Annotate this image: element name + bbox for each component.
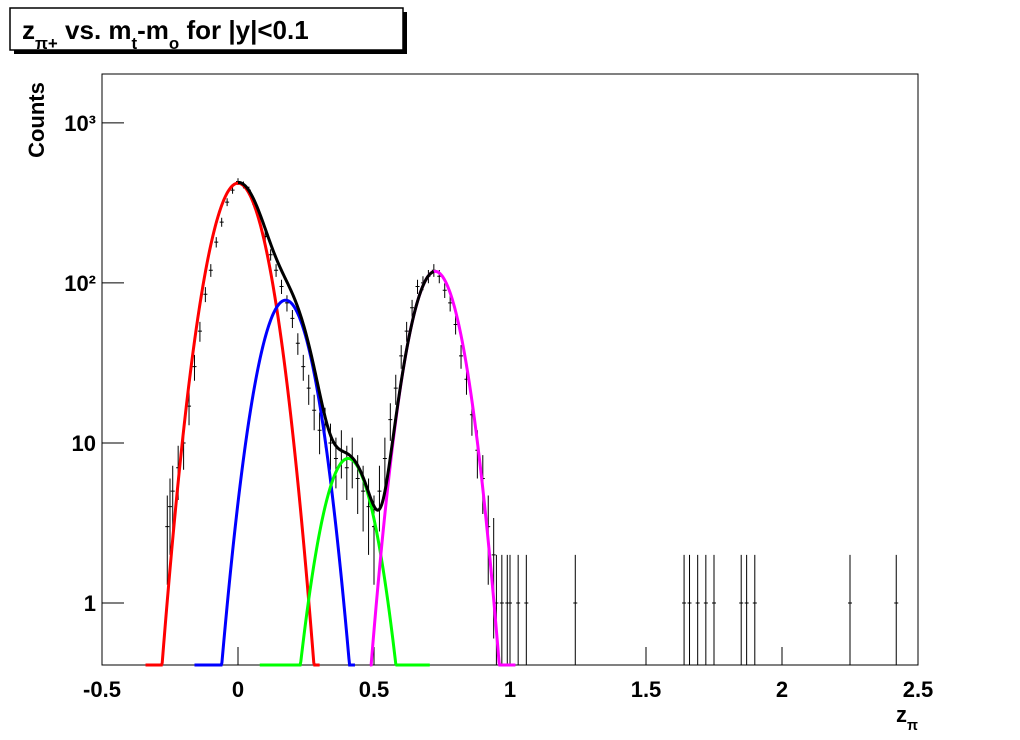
data-point bbox=[712, 554, 716, 665]
fit-curve bbox=[145, 181, 320, 667]
text-part: z bbox=[896, 702, 907, 727]
data-point bbox=[225, 198, 230, 207]
data-point bbox=[752, 554, 757, 665]
x-tick-label: 2 bbox=[776, 677, 788, 702]
data-point bbox=[317, 412, 322, 455]
fit-curve bbox=[194, 298, 355, 667]
y-tick-label: 1 bbox=[84, 591, 96, 616]
data-point bbox=[399, 345, 404, 369]
data-point bbox=[165, 495, 170, 585]
data-point bbox=[682, 554, 687, 665]
y-tick-label: 10 bbox=[72, 431, 96, 456]
text-part: π+ bbox=[35, 34, 58, 53]
data-point bbox=[453, 315, 458, 335]
data-point bbox=[415, 279, 420, 294]
data-point bbox=[208, 264, 213, 277]
data-point bbox=[695, 554, 700, 665]
y-axis-label: Counts bbox=[24, 82, 49, 158]
data-point bbox=[448, 295, 453, 312]
data-point bbox=[295, 333, 300, 355]
data-point bbox=[459, 345, 464, 369]
data-point bbox=[192, 354, 197, 381]
x-tick-label: 0.5 bbox=[359, 677, 390, 702]
fit-curve bbox=[259, 456, 430, 667]
x-axis-label: zπ bbox=[896, 702, 918, 734]
data-point bbox=[168, 478, 172, 555]
data-point bbox=[339, 430, 344, 479]
data-point bbox=[170, 465, 175, 532]
x-tick-label: 0 bbox=[232, 677, 244, 702]
text-part: π bbox=[907, 718, 918, 734]
y-tick-label: 10² bbox=[64, 271, 96, 296]
fit-curve bbox=[237, 180, 435, 512]
data-point bbox=[499, 554, 504, 665]
text-part: z bbox=[22, 15, 35, 45]
x-tick-label: 2.5 bbox=[903, 677, 934, 702]
chart-title: zπ+ vs. mt-mo for |y|<0.1 bbox=[22, 15, 309, 53]
data-point bbox=[508, 554, 512, 665]
data-point bbox=[505, 554, 510, 665]
data-point bbox=[214, 237, 219, 248]
data-point bbox=[274, 264, 279, 277]
data-point bbox=[203, 287, 208, 303]
x-tick-label: -0.5 bbox=[83, 677, 121, 702]
text-part: -m bbox=[137, 15, 169, 45]
data-point bbox=[744, 554, 749, 665]
data-point bbox=[301, 354, 306, 381]
data-point bbox=[388, 403, 393, 441]
x-tick-label: 1 bbox=[504, 677, 516, 702]
data-point bbox=[230, 186, 235, 194]
data-point bbox=[377, 465, 382, 532]
data-point bbox=[516, 554, 521, 665]
data-point bbox=[382, 437, 387, 489]
text-part: t bbox=[132, 34, 138, 53]
data-point bbox=[848, 554, 852, 665]
text-part: for |y|<0.1 bbox=[179, 15, 308, 45]
y-tick-label: 10³ bbox=[64, 111, 96, 136]
data-point bbox=[393, 374, 398, 405]
data-point bbox=[442, 283, 447, 299]
data-point bbox=[703, 554, 708, 665]
fit-curve bbox=[369, 269, 516, 667]
data-point bbox=[219, 217, 224, 227]
data-point bbox=[312, 394, 317, 431]
data-point bbox=[268, 249, 273, 261]
data-point bbox=[279, 279, 284, 294]
data-point bbox=[404, 321, 409, 342]
data-point bbox=[894, 554, 899, 665]
data-point bbox=[197, 321, 202, 342]
text-part: vs. m bbox=[58, 15, 132, 45]
data-point bbox=[491, 517, 496, 639]
data-point bbox=[524, 554, 529, 665]
data-point bbox=[573, 554, 578, 665]
data-point bbox=[306, 374, 311, 405]
data-point bbox=[687, 554, 692, 665]
x-tick-label: 1.5 bbox=[631, 677, 662, 702]
data-point bbox=[410, 299, 415, 317]
title-box bbox=[9, 7, 404, 51]
data-point bbox=[739, 554, 744, 665]
data-point bbox=[290, 310, 295, 328]
data-point bbox=[284, 295, 289, 312]
text-part: o bbox=[169, 34, 179, 53]
